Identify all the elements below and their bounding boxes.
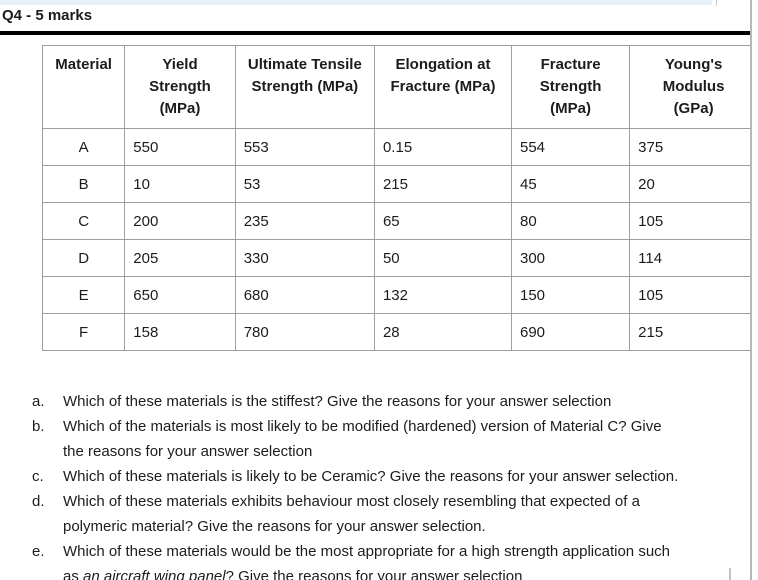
table-cell: 205	[124, 239, 236, 277]
question-text: Which of these materials exhibits behavi…	[63, 493, 640, 535]
table-cell: 105	[629, 276, 758, 314]
question-item: c. Which of these materials is likely to…	[32, 464, 758, 489]
table-cell: 690	[510, 313, 631, 351]
question-marker: c.	[32, 468, 44, 485]
table-cell: 650	[124, 276, 236, 314]
header-row: Material Yield Strength (MPa) Ultimate T…	[41, 45, 758, 129]
column-header-yield-strength: Yield Strength (MPa)	[124, 45, 236, 129]
question-marker: d.	[32, 493, 45, 510]
table-cell: 105	[629, 202, 758, 240]
material-cell: D	[41, 239, 126, 277]
table-cell: 20	[629, 165, 758, 203]
table-cell: 50	[373, 239, 513, 277]
column-header-fracture-strength: Fracture Strength (MPa)	[510, 45, 631, 129]
question-text-prefix: Which of these materials would be the mo…	[63, 543, 671, 580]
column-header-material: Material	[41, 45, 126, 129]
table-cell: 554	[510, 128, 631, 166]
table-cell: 215	[373, 165, 513, 203]
question-text-suffix: ? Give the reasons for your answer selec…	[225, 568, 523, 580]
question-list: a. Which of these materials is the stiff…	[32, 389, 758, 580]
question-item: e. Which of these materials would be the…	[32, 539, 758, 580]
table-cell: 680	[234, 276, 375, 314]
table-cell: 45	[510, 165, 631, 203]
table-cell: 200	[124, 202, 236, 240]
table-cell: 550	[124, 128, 236, 166]
table-row: A 550 553 0.15 554 375	[41, 128, 758, 166]
table-cell: 114	[629, 239, 758, 277]
table-row: D 205 330 50 300 114	[41, 239, 758, 277]
page-edge-tick-bottom	[729, 568, 731, 580]
column-header-ultimate-tensile-strength: Ultimate Tensile Strength (MPa)	[234, 45, 375, 129]
column-header-elongation-at-fracture: Elongation at Fracture (MPa)	[373, 45, 513, 129]
top-highlight-strip	[0, 0, 712, 5]
material-cell: F	[41, 313, 126, 351]
table-cell: 375	[629, 128, 758, 166]
table-cell: 330	[234, 239, 375, 277]
question-marker: e.	[32, 543, 45, 560]
table-row: E 650 680 132 150 105	[41, 276, 758, 314]
table-cell: 553	[234, 128, 375, 166]
table-cell: 0.15	[373, 128, 513, 166]
question-marker: b.	[32, 418, 45, 435]
material-cell: B	[41, 165, 126, 203]
material-cell: C	[41, 202, 126, 240]
page-edge-tick-top	[716, 0, 717, 6]
table-row: C 200 235 65 80 105	[41, 202, 758, 240]
question-title: Q4 - 5 marks	[2, 7, 93, 24]
table-row: B 10 53 215 45 20	[41, 165, 758, 203]
material-cell: A	[41, 128, 126, 166]
question-item: b. Which of the materials is most likely…	[32, 414, 758, 464]
page-edge-line	[750, 0, 752, 580]
table-cell: 300	[510, 239, 631, 277]
table-cell: 132	[373, 276, 513, 314]
table-cell: 235	[234, 202, 375, 240]
question-item: a. Which of these materials is the stiff…	[32, 389, 758, 414]
title-divider	[0, 31, 750, 35]
question-marker: a.	[32, 393, 45, 410]
table-cell: 780	[234, 313, 375, 351]
table-cell: 10	[124, 165, 236, 203]
question-text: Which of the materials is most likely to…	[63, 418, 662, 460]
question-text: Which of these materials is likely to be…	[63, 468, 679, 485]
table-cell: 158	[124, 313, 236, 351]
question-text: Which of these materials would be the mo…	[63, 539, 670, 580]
column-header-youngs-modulus: Young's Modulus (GPa)	[629, 45, 758, 129]
question-item: d. Which of these materials exhibits beh…	[32, 489, 758, 539]
page-margin	[752, 0, 758, 580]
table-cell: 65	[373, 202, 513, 240]
table-cell: 28	[373, 313, 513, 351]
material-cell: E	[41, 276, 126, 314]
table-cell: 215	[629, 313, 758, 351]
materials-table: Material Yield Strength (MPa) Ultimate T…	[41, 45, 758, 351]
table-cell: 150	[510, 276, 631, 314]
question-text-italic: an aircraft wing panel	[83, 568, 226, 580]
question-text: Which of these materials is the stiffest…	[63, 393, 612, 410]
table-cell: 53	[234, 165, 375, 203]
table-row: F 158 780 28 690 215	[41, 313, 758, 351]
table-cell: 80	[510, 202, 631, 240]
